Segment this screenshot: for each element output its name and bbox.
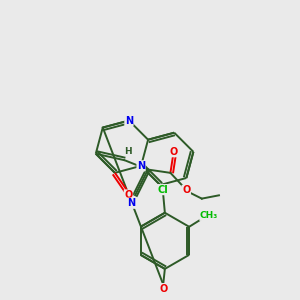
Text: O: O (182, 185, 190, 195)
Text: H: H (124, 147, 131, 156)
Text: Cl: Cl (158, 184, 169, 195)
Text: O: O (159, 284, 167, 294)
Text: N: N (128, 198, 136, 208)
Text: O: O (170, 147, 178, 157)
Text: CH₃: CH₃ (200, 212, 218, 220)
Text: O: O (124, 190, 133, 200)
Text: O: O (159, 284, 167, 294)
Text: N: N (137, 161, 145, 171)
Text: N: N (125, 116, 133, 125)
